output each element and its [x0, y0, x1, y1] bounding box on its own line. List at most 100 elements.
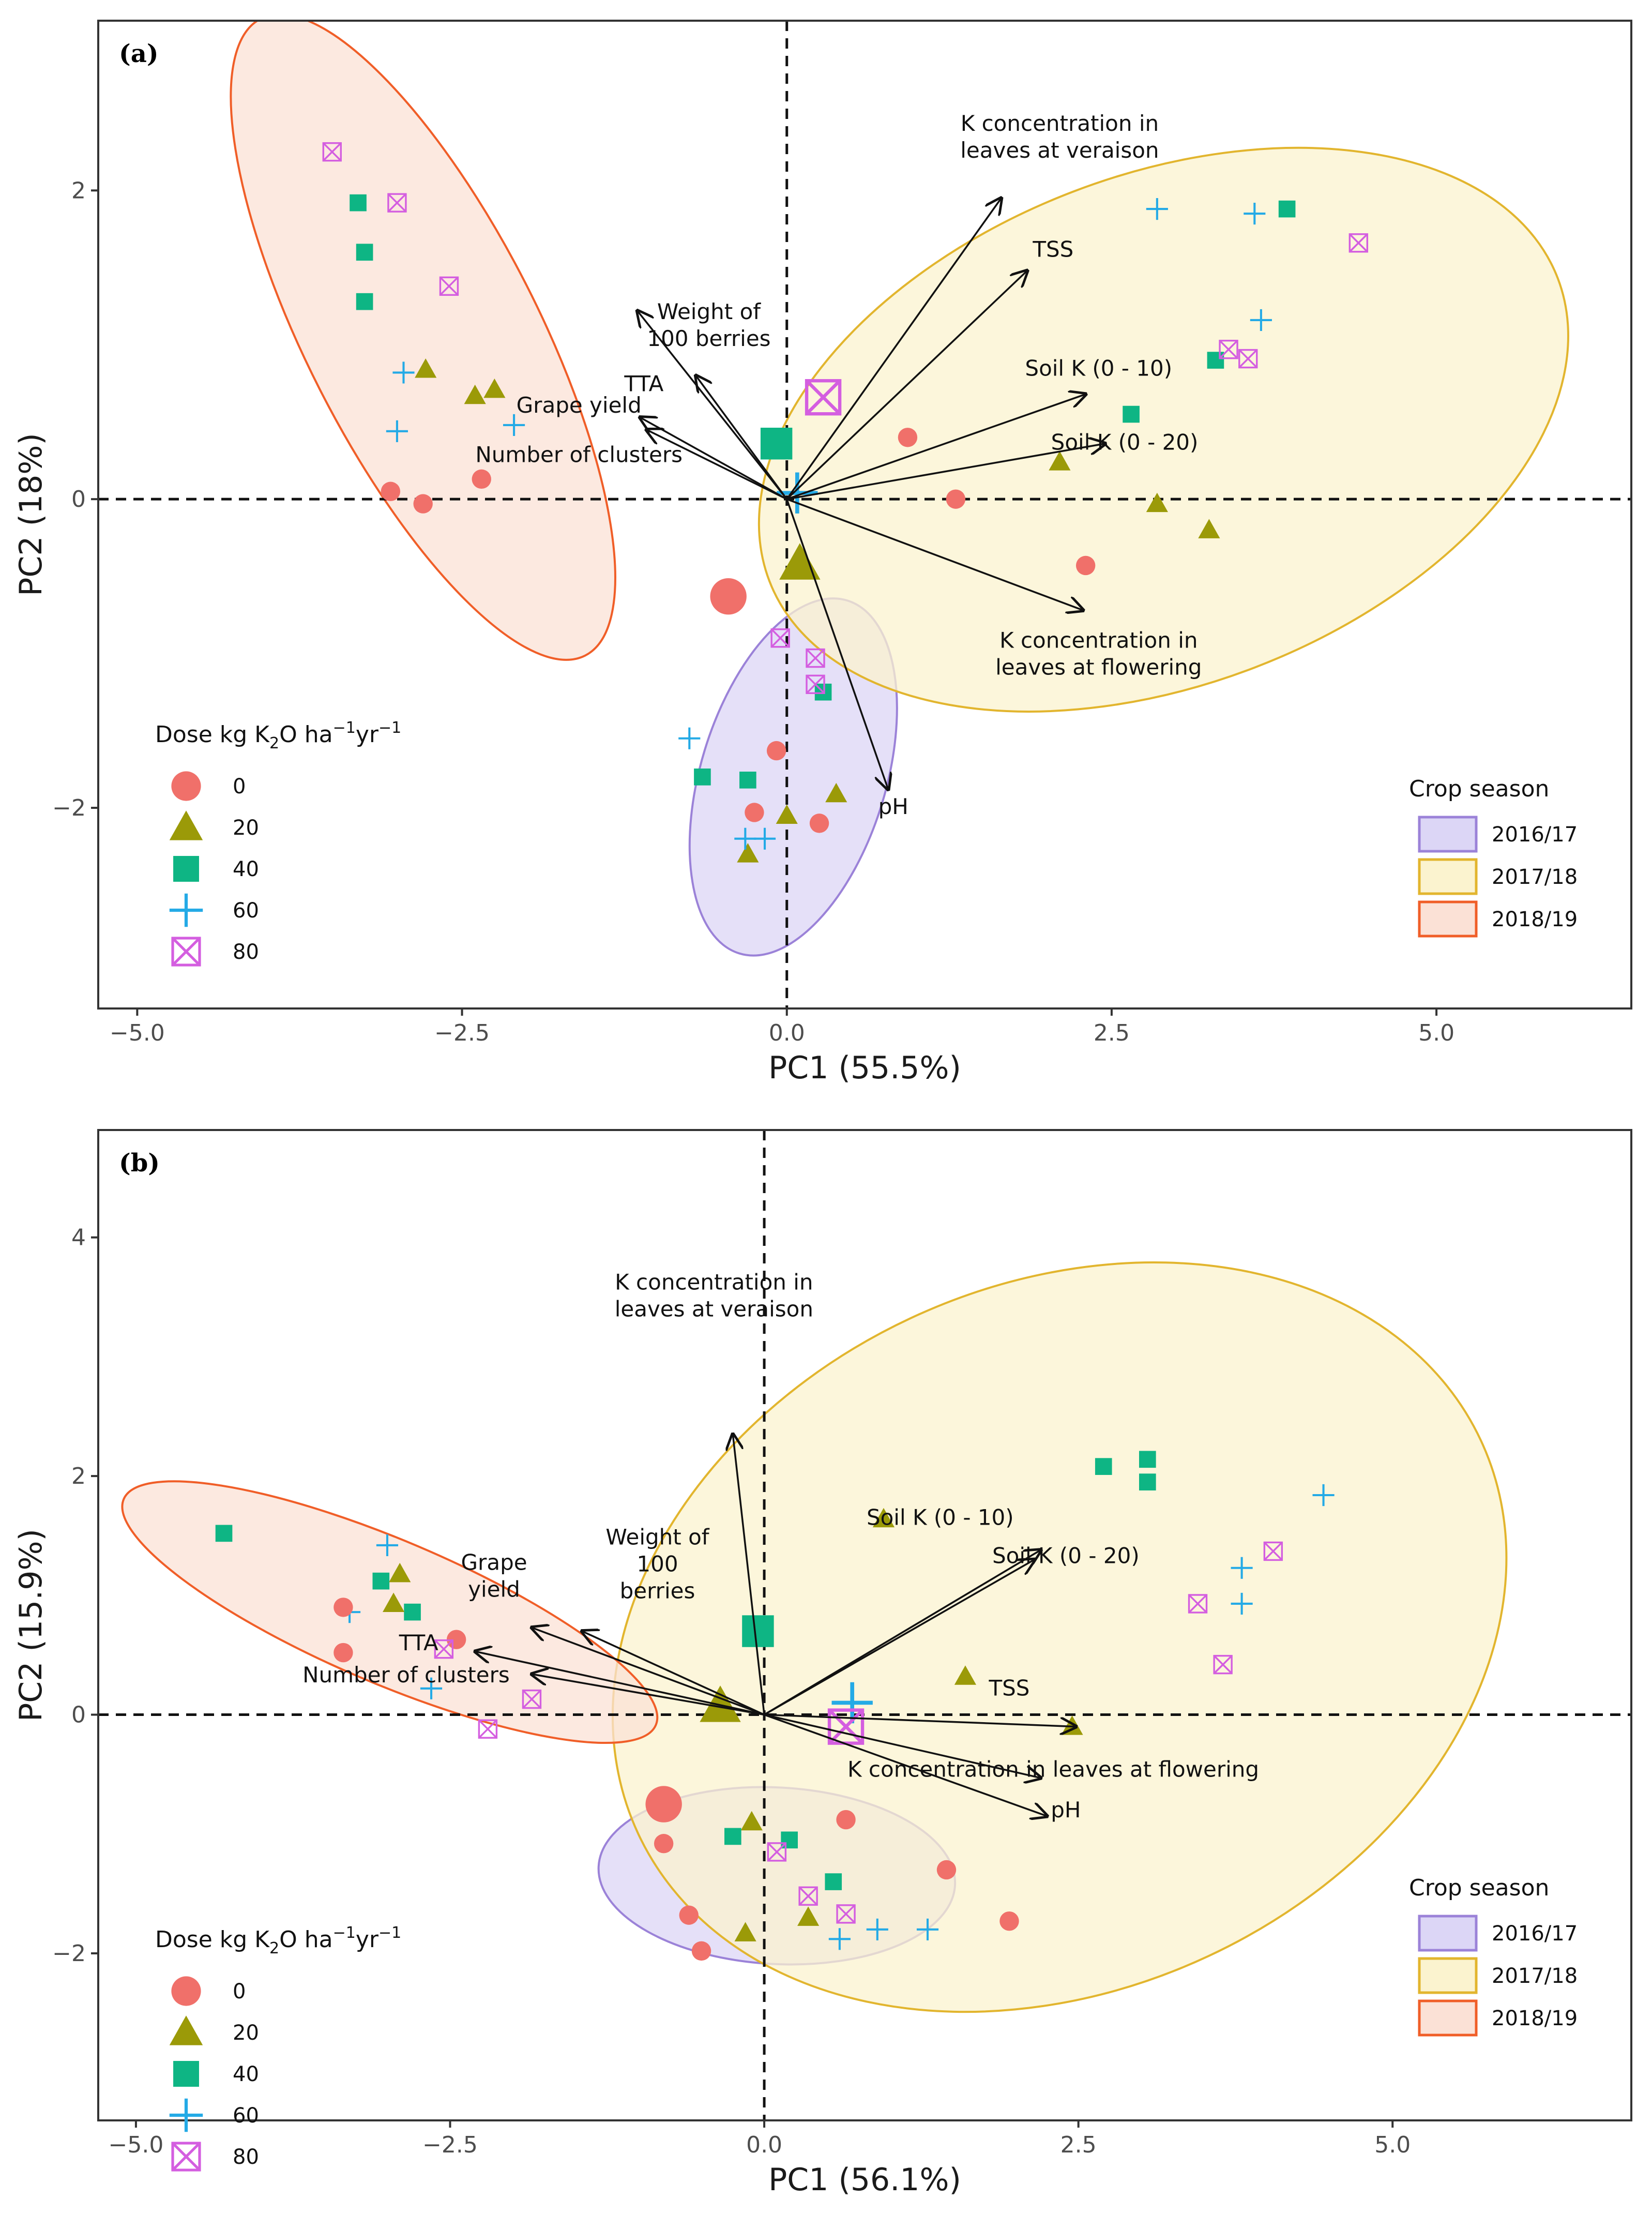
- dose-legend-title-part: 2: [269, 734, 279, 752]
- x-tick-label: 0.0: [769, 1020, 805, 1046]
- data-point-13-dose-80-box: [478, 1719, 498, 1739]
- y-tick-label: 2: [71, 1463, 86, 1489]
- loading-label-line: TTA: [624, 371, 663, 396]
- data-point-29-dose-80-box: [1348, 233, 1369, 253]
- data-point-16-dose-0: [946, 489, 966, 509]
- x-tick-label: −5.0: [108, 2132, 163, 2158]
- loading-label-5: pH: [1051, 1797, 1081, 1823]
- confidence-ellipse-2018-19: [121, 1480, 659, 1744]
- data-point-11-dose-80-box: [434, 1639, 454, 1659]
- data-point-44-dose-80: [806, 674, 825, 694]
- confidence-ellipse-2018-19: [230, 21, 616, 661]
- loading-label-9: Number of clusters: [475, 442, 683, 468]
- data-point-22-dose-60: [1231, 1592, 1253, 1615]
- dose-legend-key-80-box: [171, 937, 201, 967]
- data-point-7-dose-20: [383, 1592, 405, 1613]
- loading-arrow-5: [764, 1713, 1047, 1816]
- data-point-40-dose-60: [916, 1918, 939, 1940]
- data-point-0-dose-80: [322, 142, 342, 162]
- data-point-20-dose-20: [1198, 519, 1220, 538]
- data-point-43-dose-80: [836, 1904, 856, 1924]
- dose-legend-label-80: 80: [233, 940, 259, 964]
- group-centroid-dose-40: [760, 427, 793, 460]
- data-point-24-dose-80-box: [1188, 1594, 1208, 1614]
- loading-label-line: Weight of: [605, 1525, 709, 1550]
- dose-legend-key-60: [169, 893, 203, 927]
- data-point-41-dose-80-d2: [767, 1842, 786, 1862]
- loading-arrow-9: [532, 1674, 765, 1716]
- dose-legend-title-part: Dose kg K: [155, 1926, 270, 1953]
- loading-label-line: berries: [620, 1578, 695, 1604]
- data-point-7-dose-60: [386, 420, 408, 442]
- data-point-39-dose-60: [678, 727, 701, 749]
- data-point-2-dose-40: [404, 1603, 421, 1621]
- loading-label-3: TSS: [988, 1676, 1029, 1701]
- loading-label-1: TSS: [1032, 237, 1073, 262]
- data-point-27-dose-80-box: [1219, 339, 1238, 359]
- dose-legend-title-part: −1: [378, 719, 401, 737]
- group-centroid-dose-80-d2: [828, 1709, 864, 1744]
- data-point-21-dose-60: [1231, 1557, 1253, 1579]
- data-point-21-dose-40: [1123, 405, 1140, 423]
- loading-label-line: Soil K (0 - 10): [867, 1505, 1014, 1530]
- data-point-25-dose-80: [1213, 1654, 1233, 1675]
- dose-legend-title-part: O ha: [279, 1926, 332, 1953]
- data-point-26-dose-60: [1250, 309, 1272, 332]
- y-tick-label: 0: [71, 1702, 86, 1728]
- data-point-29-dose-80-d2: [1349, 233, 1368, 252]
- loading-label-line: Grape: [461, 1550, 527, 1575]
- data-point-28-dose-80-d2: [1238, 349, 1257, 368]
- loading-label-line: Soil K (0 - 20): [1051, 430, 1199, 455]
- data-point-29-dose-80: [1348, 233, 1369, 253]
- loading-label-3: Soil K (0 - 20): [1051, 430, 1199, 455]
- data-point-11-dose-20: [483, 378, 506, 398]
- data-point-29-dose-0: [836, 1810, 856, 1830]
- confidence-ellipse-2017-18: [757, 146, 1569, 713]
- plot-area-b: K concentration in leaves at veraison Soil…: [98, 1130, 1631, 2120]
- loading-arrow-0: [733, 1434, 765, 1715]
- dose-legend-key-80-d2: [172, 2142, 201, 2171]
- dose-legend-key-40: [173, 2061, 199, 2087]
- data-point-8-dose-0: [334, 1598, 353, 1617]
- loading-label-1: Soil K (0 - 10): [867, 1505, 1014, 1530]
- group-centroid-dose-80-box: [805, 379, 842, 416]
- data-point-24-dose-80-d2: [1188, 1594, 1207, 1614]
- loading-label-line: leaves at flowering: [995, 655, 1202, 680]
- data-point-42-dose-80: [770, 628, 790, 648]
- x-axis-title: PC1 (56.1%): [768, 2162, 961, 2198]
- data-point-9-dose-0: [334, 1643, 353, 1663]
- panel-b: K concentration in leaves at veraison Soil…: [13, 1129, 1632, 2198]
- loading-arrow-5: [786, 499, 888, 789]
- x-tick-label: −2.5: [434, 1020, 490, 1046]
- dose-legend-key-80: [171, 937, 201, 967]
- dose-legend-label-40: 40: [233, 2062, 259, 2086]
- data-point-10-dose-0: [446, 1630, 466, 1649]
- data-point-44-dose-80-box: [806, 674, 825, 694]
- loading-label-line: yield: [468, 1577, 520, 1602]
- loading-label-6: Weight of 100 berries: [647, 299, 770, 351]
- dose-legend-title: Dose kg K2O ha−1yr−1: [155, 719, 401, 752]
- data-point-5-dose-40: [356, 293, 373, 310]
- season-legend-key-2017-18: [1418, 858, 1478, 895]
- loading-label-5: pH: [878, 794, 908, 819]
- loading-arrow-3: [786, 444, 1105, 500]
- season-legend-key-2018-19: [1418, 900, 1478, 938]
- data-point-13-dose-0: [413, 494, 433, 514]
- data-point-2-dose-80-box: [439, 276, 459, 296]
- loading-label-6: Weight of 100 berries: [605, 1525, 709, 1604]
- loading-label-7: Grape yield: [461, 1550, 527, 1602]
- dose-legend-key-40: [173, 856, 199, 882]
- season-legend-key-2018-19: [1418, 1999, 1478, 2037]
- y-tick-label: −2: [52, 1940, 86, 1967]
- data-point-28-dose-80: [1238, 349, 1258, 369]
- loading-arrow-4: [764, 1713, 1041, 1778]
- data-point-43-dose-80-box: [806, 648, 825, 668]
- data-point-32-dose-20: [740, 1811, 763, 1831]
- data-point-42-dose-80-box: [770, 628, 790, 648]
- data-point-17-dose-0: [1075, 555, 1096, 576]
- loading-label-7: TTA: [624, 371, 663, 396]
- x-tick-label: 5.0: [1418, 1020, 1454, 1046]
- season-legend-title: Crop season: [1409, 776, 1549, 802]
- loading-arrow-0: [786, 198, 1002, 500]
- x-tick-label: −2.5: [422, 2132, 478, 2158]
